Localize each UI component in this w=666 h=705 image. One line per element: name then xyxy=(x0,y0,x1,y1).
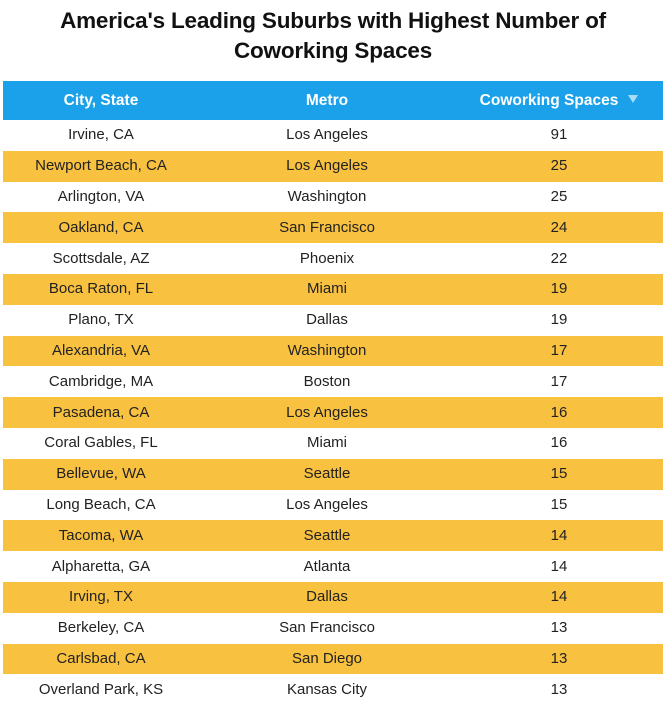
cell-coworking-spaces: 91 xyxy=(550,126,568,144)
cell-coworking-spaces: 14 xyxy=(550,557,568,575)
cell-metro: Atlanta xyxy=(303,557,351,575)
cell-metro: Los Angeles xyxy=(286,495,368,513)
chart-title-line-1: America's Leading Suburbs with Highest N… xyxy=(60,8,606,33)
cell-metro: San Francisco xyxy=(279,218,375,236)
table-row: Cambridge, MA Boston 17 xyxy=(3,366,663,398)
cell-metro: Seattle xyxy=(303,526,351,544)
cell-city-state: Tacoma, WA xyxy=(58,526,144,544)
table-row: Boca Raton, FL Miami 19 xyxy=(3,273,663,305)
cell-coworking-spaces: 15 xyxy=(550,495,568,513)
cell-city-state: Irvine, CA xyxy=(68,126,134,144)
cell-coworking-spaces: 17 xyxy=(550,341,568,359)
cell-coworking-spaces: 17 xyxy=(550,372,568,390)
table-row: Scottsdale, AZ Phoenix 22 xyxy=(3,243,663,274)
cell-city-state: Carlsbad, CA xyxy=(56,649,146,667)
table-body: Irvine, CA Los Angeles 91 Newport Beach, CA… xyxy=(3,120,663,705)
cell-city-state: Scottsdale, AZ xyxy=(52,249,150,267)
cell-city-state: Bellevue, WA xyxy=(56,465,146,483)
cell-city-state: Cambridge, MA xyxy=(48,372,154,390)
table-row: Plano, TX Dallas 19 xyxy=(3,304,663,336)
cell-city-state: Boca Raton, FL xyxy=(48,280,154,298)
cell-coworking-spaces: 19 xyxy=(550,311,568,329)
cell-coworking-spaces: 22 xyxy=(550,249,568,267)
cell-metro: Miami xyxy=(307,280,347,298)
column-header-city-state[interactable]: City, State xyxy=(63,91,139,109)
cell-coworking-spaces: 19 xyxy=(550,280,568,298)
cell-city-state: Arlington, VA xyxy=(57,187,145,205)
cell-coworking-spaces: 14 xyxy=(550,588,568,606)
cell-coworking-spaces: 25 xyxy=(550,157,568,175)
cell-metro: Seattle xyxy=(303,465,351,483)
table-row: Oakland, CA San Francisco 24 xyxy=(3,212,663,244)
table-row: Berkeley, CA San Francisco 13 xyxy=(3,612,663,644)
cell-city-state: Plano, TX xyxy=(68,311,134,329)
cell-metro: Dallas xyxy=(306,588,348,606)
table-row: Bellevue, WA Seattle 15 xyxy=(3,458,663,490)
cell-metro: Washington xyxy=(287,341,367,359)
cell-metro: Miami xyxy=(307,434,347,452)
cell-metro: Boston xyxy=(303,372,351,390)
cell-coworking-spaces: 13 xyxy=(550,649,568,667)
cell-coworking-spaces: 13 xyxy=(550,680,568,698)
cell-metro: Los Angeles xyxy=(286,403,368,421)
cell-city-state: Alpharetta, GA xyxy=(51,557,151,575)
cell-coworking-spaces: 16 xyxy=(550,403,568,421)
chart-title-line-2: Coworking Spaces xyxy=(233,38,433,63)
table-row: Tacoma, WA Seattle 14 xyxy=(3,520,663,552)
table-row: Overland Park, KS Kansas City 13 xyxy=(3,674,663,705)
cell-city-state: Coral Gables, FL xyxy=(44,434,158,452)
cell-coworking-spaces: 15 xyxy=(550,465,568,483)
cell-city-state: Overland Park, KS xyxy=(38,680,164,698)
table-row: Arlington, VA Washington 25 xyxy=(3,181,663,213)
cell-metro: San Francisco xyxy=(279,619,375,637)
table-row: Newport Beach, CA Los Angeles 25 xyxy=(3,150,663,182)
cell-coworking-spaces: 16 xyxy=(550,434,568,452)
table-row: Carlsbad, CA San Diego 13 xyxy=(3,643,663,675)
cell-city-state: Berkeley, CA xyxy=(57,619,145,637)
chart-title: America's Leading Suburbs with Highest N… xyxy=(0,6,666,66)
column-header-coworking-spaces[interactable]: Coworking Spaces xyxy=(455,92,663,110)
cell-coworking-spaces: 25 xyxy=(550,187,568,205)
cell-metro: Kansas City xyxy=(286,680,368,698)
column-header-coworking-spaces-label: Coworking Spaces xyxy=(479,91,619,109)
data-table: City, State Metro Coworking Spaces Irvin… xyxy=(3,81,663,705)
sort-descending-icon[interactable] xyxy=(628,95,639,104)
table-header: City, State Metro Coworking Spaces xyxy=(3,81,663,120)
cell-coworking-spaces: 24 xyxy=(550,218,568,236)
cell-coworking-spaces: 13 xyxy=(550,619,568,637)
cell-metro: Phoenix xyxy=(299,249,355,267)
cell-metro: Dallas xyxy=(306,311,348,329)
cell-city-state: Long Beach, CA xyxy=(46,495,156,513)
cell-metro: San Diego xyxy=(291,649,363,667)
table-row: Irving, TX Dallas 14 xyxy=(3,581,663,613)
table-row: Alpharetta, GA Atlanta 14 xyxy=(3,551,663,582)
cell-metro: Los Angeles xyxy=(286,157,368,175)
cell-metro: Los Angeles xyxy=(286,126,368,144)
cell-city-state: Newport Beach, CA xyxy=(35,157,167,175)
cell-metro: Washington xyxy=(287,187,367,205)
cell-city-state: Irving, TX xyxy=(69,588,133,606)
cell-coworking-spaces: 14 xyxy=(550,526,568,544)
table-row: Pasadena, CA Los Angeles 16 xyxy=(3,397,663,428)
column-header-metro[interactable]: Metro xyxy=(305,91,349,109)
cell-city-state: Alexandria, VA xyxy=(51,341,151,359)
table-row: Coral Gables, FL Miami 16 xyxy=(3,427,663,459)
table-row: Irvine, CA Los Angeles 91 xyxy=(3,120,663,151)
table-row: Alexandria, VA Washington 17 xyxy=(3,335,663,367)
cell-city-state: Oakland, CA xyxy=(58,218,144,236)
cell-city-state: Pasadena, CA xyxy=(52,403,150,421)
table-row: Long Beach, CA Los Angeles 15 xyxy=(3,489,663,521)
